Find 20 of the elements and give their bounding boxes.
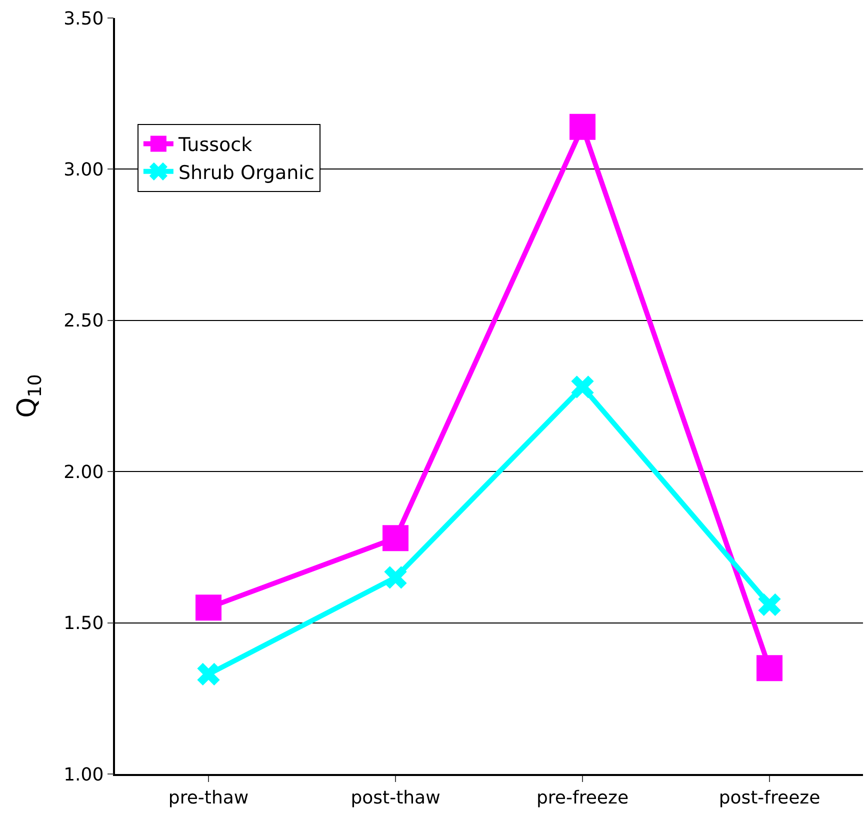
x-tick-label: pre-thaw bbox=[168, 787, 249, 808]
y-tick-label: 3.50 bbox=[64, 8, 104, 30]
y-tick-label: 1.50 bbox=[64, 613, 104, 634]
y-tick-label: 3.00 bbox=[64, 160, 104, 180]
y-tick-label: 1.00 bbox=[64, 764, 104, 786]
y-tick-label: 2.00 bbox=[64, 462, 104, 483]
point bbox=[756, 655, 782, 682]
x-tick-label: post-freeze bbox=[718, 787, 820, 808]
point bbox=[197, 662, 220, 686]
point bbox=[382, 525, 408, 552]
point bbox=[196, 594, 222, 621]
point bbox=[384, 566, 407, 589]
x-tick-label: post-thaw bbox=[350, 787, 440, 808]
legend-label: Shrub Organic bbox=[178, 162, 314, 184]
point bbox=[571, 376, 594, 398]
point bbox=[570, 114, 596, 140]
x-tick-label: pre-freeze bbox=[536, 787, 629, 808]
y-tick-label: 2.50 bbox=[64, 310, 104, 332]
legend-label: Tussock bbox=[177, 134, 252, 156]
point bbox=[758, 593, 781, 616]
